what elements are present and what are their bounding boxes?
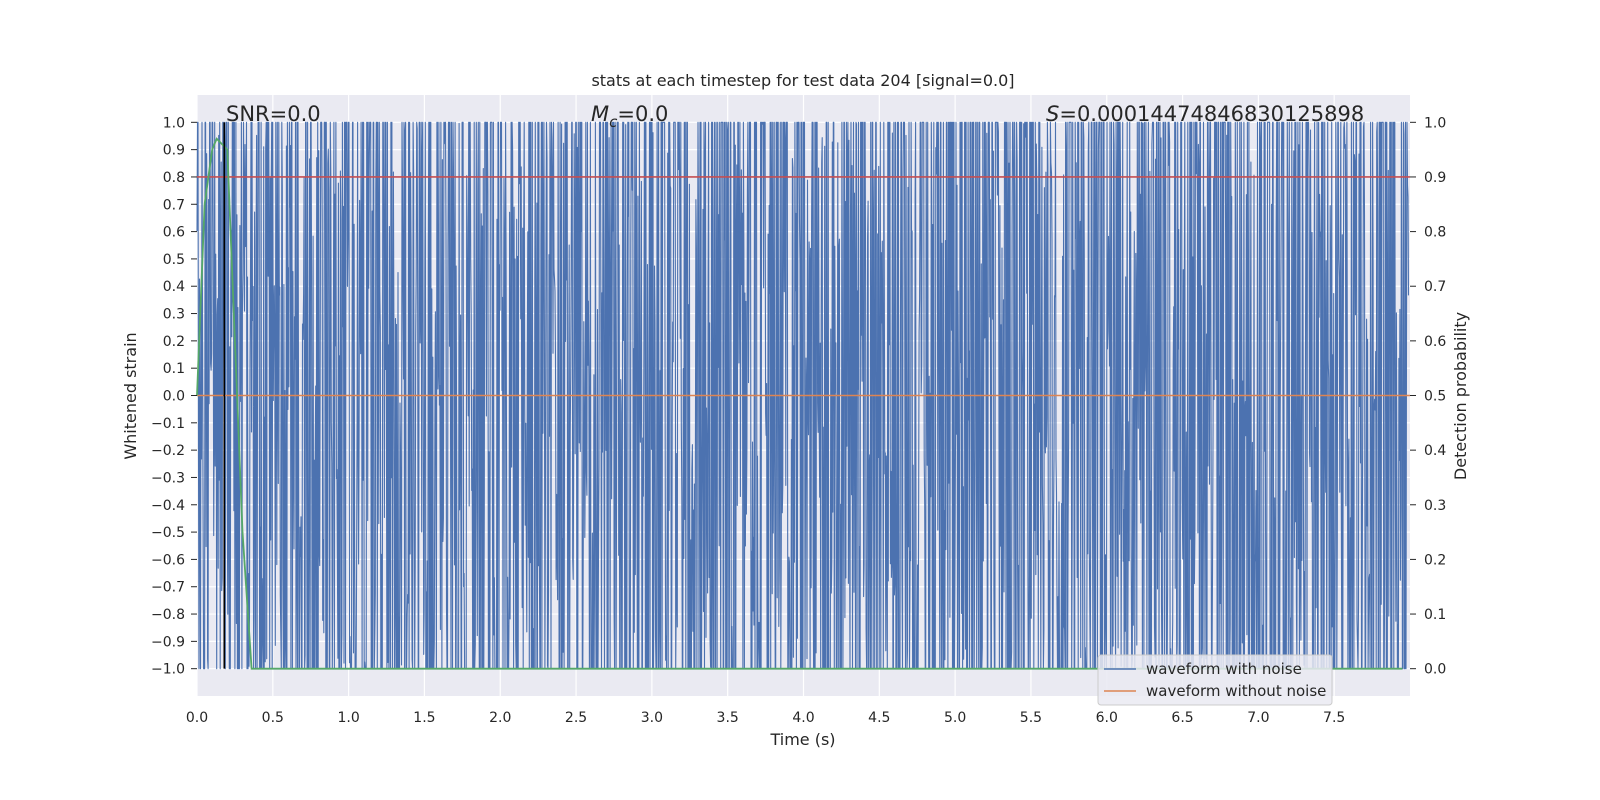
legend-entry-clean: waveform without noise <box>1146 682 1326 700</box>
x-axis-label: Time (s) <box>769 730 835 749</box>
y-right-tick-label: 0.0 <box>1424 662 1446 678</box>
y-tick-label: −0.6 <box>151 552 185 568</box>
y-tick-label: −0.8 <box>151 607 185 623</box>
x-tick-label: 0.0 <box>186 710 208 726</box>
y-tick-label: −0.2 <box>151 443 185 459</box>
s-value: =0.00014474846830125898 <box>1059 102 1364 126</box>
x-tick-label: 0.5 <box>262 710 284 726</box>
x-tick-label: 2.0 <box>489 710 511 726</box>
legend: waveform with noise waveform without noi… <box>1097 654 1333 706</box>
y-right-tick-label: 0.6 <box>1424 334 1446 350</box>
snr-annotation: SNR=0.0 <box>226 102 321 126</box>
y-right-tick-label: 0.8 <box>1424 225 1446 241</box>
x-tick-label: 4.5 <box>868 710 890 726</box>
s-annotation: S=0.00014474846830125898 <box>1046 102 1364 126</box>
mc-annotation: Mc=0.0 <box>591 102 668 131</box>
y-tick-label: 0.6 <box>163 225 185 241</box>
y-tick-label: 0.9 <box>163 143 185 159</box>
x-tick-label: 3.0 <box>641 710 663 726</box>
y-right-tick-label: 0.2 <box>1424 552 1446 568</box>
y-tick-label: −0.9 <box>151 634 185 650</box>
y-tick-label: 0.4 <box>163 279 185 295</box>
x-tick-label: 3.5 <box>717 710 739 726</box>
mc-subscript: c <box>609 113 618 131</box>
y-right-tick-label: 0.9 <box>1424 170 1446 186</box>
y-right-tick-label: 0.3 <box>1424 498 1446 514</box>
chart-title: stats at each timestep for test data 204… <box>591 71 1014 90</box>
x-tick-label: 5.5 <box>1020 710 1042 726</box>
y-right-tick-label: 0.1 <box>1424 607 1446 623</box>
s-symbol: S <box>1046 102 1059 126</box>
mc-symbol: M <box>591 102 609 126</box>
x-tick-label: 5.0 <box>944 710 966 726</box>
y-tick-label: −0.1 <box>151 416 185 432</box>
detection-probability-line <box>196 137 1403 670</box>
y-axis-label: Whitened strain <box>121 332 140 459</box>
y-tick-label: 0.2 <box>163 334 185 350</box>
legend-entry-noise: waveform with noise <box>1146 660 1302 678</box>
x-tick-label: 6.0 <box>1096 710 1118 726</box>
x-tick-label: 6.5 <box>1171 710 1193 726</box>
y-right-tick-label: 0.7 <box>1424 279 1446 295</box>
x-tick-label: 7.5 <box>1323 710 1345 726</box>
y-tick-label: 0.5 <box>163 252 185 268</box>
y-right-tick-label: 0.5 <box>1424 389 1446 405</box>
y-right-tick-label: 0.4 <box>1424 443 1446 459</box>
overlays <box>196 122 1410 670</box>
y-tick-label: 0.8 <box>163 170 185 186</box>
mc-value: =0.0 <box>617 102 668 126</box>
y-tick-label: 0.0 <box>163 389 185 405</box>
y-right-tick-label: 1.0 <box>1424 115 1446 131</box>
x-tick-label: 4.0 <box>792 710 814 726</box>
x-tick-label: 2.5 <box>565 710 587 726</box>
y-tick-label: −0.7 <box>151 580 185 596</box>
x-tick-label: 7.0 <box>1247 710 1269 726</box>
y-tick-label: 0.1 <box>163 361 185 377</box>
ticks: 0.0 0.5 1.0 1.5 2.0 2.5 3.0 3.5 4.0 4.5 5.0 5.5 6.0 6… <box>151 115 1446 726</box>
y-tick-label: 0.3 <box>163 307 185 323</box>
y-tick-label: 1.0 <box>163 115 185 131</box>
y-tick-label: −0.3 <box>151 470 185 486</box>
y-tick-label: −0.4 <box>151 498 185 514</box>
x-tick-label: 1.0 <box>337 710 359 726</box>
x-tick-label: 1.5 <box>413 710 435 726</box>
y-axis-right-label: Detection probability <box>1451 312 1470 480</box>
legend-box <box>1097 654 1333 706</box>
y-tick-label: 0.7 <box>163 197 185 213</box>
y-tick-label: −0.5 <box>151 525 185 541</box>
y-tick-label: −1.0 <box>151 662 185 678</box>
